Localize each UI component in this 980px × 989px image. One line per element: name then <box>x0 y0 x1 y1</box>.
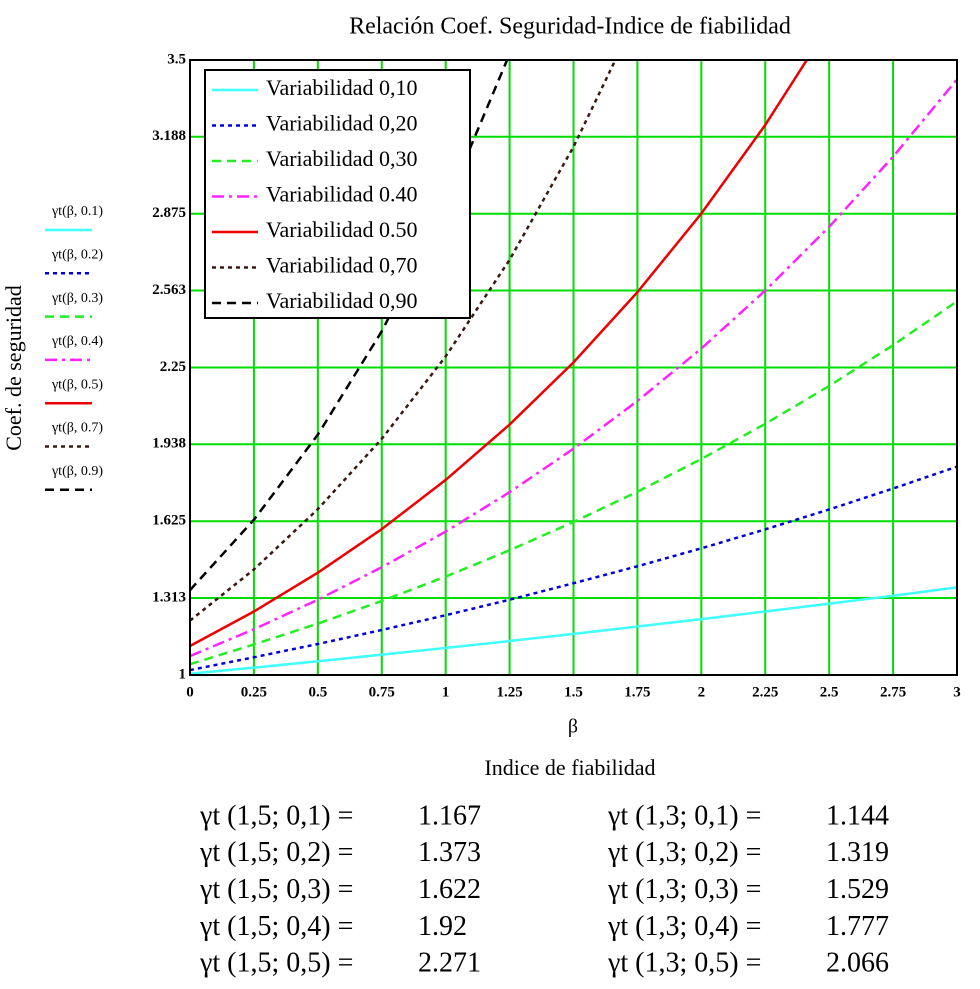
result-value: 1.777 <box>826 911 889 942</box>
x-axis-label: Indice de fiabilidad <box>484 755 655 780</box>
y-tick-label: 2.25 <box>160 359 186 375</box>
x-tick-label: 0 <box>186 684 194 700</box>
trace-label: γt(β, 0.9) <box>51 464 103 479</box>
result-value: 1.529 <box>826 874 889 905</box>
y-tick-label: 1.625 <box>152 513 186 529</box>
result-label: γt (1,5; 0,3) = <box>199 874 353 905</box>
result-label: γt (1,5; 0,5) = <box>199 948 353 979</box>
x-tick-label: 0.25 <box>241 684 267 700</box>
result-value: 1.319 <box>826 837 889 868</box>
x-tick-label: 0.75 <box>369 684 395 700</box>
series-line <box>190 60 509 591</box>
result-value: 1.144 <box>826 800 889 831</box>
y-tick-label: 1 <box>179 666 187 682</box>
trace-labels: γt(β, 0.1) γt(β, 0.2) γt(β, 0.3) γt(β, 0.4)… <box>45 204 103 492</box>
trace-label: γt(β, 0.4) <box>51 334 103 349</box>
x-tick-label: 0.5 <box>308 684 327 700</box>
result-label: γt (1,3; 0,3) = <box>607 874 761 905</box>
result-value: 1.622 <box>418 874 481 905</box>
series-line <box>190 300 957 666</box>
legend-label: Variabilidad 0.50 <box>266 217 418 242</box>
result-label: γt (1,5; 0,2) = <box>199 837 353 868</box>
x-tick-label: 2 <box>698 684 706 700</box>
result-value: 2.271 <box>418 948 481 979</box>
legend-label: Variabilidad 0,30 <box>266 146 418 171</box>
y-axis-label: Coef. de seguridad <box>1 285 26 451</box>
result-label: γt (1,5; 0,1) = <box>199 800 353 831</box>
x-axis-symbol: β <box>568 716 578 738</box>
series-line <box>190 60 809 648</box>
legend: Variabilidad 0,10 Variabilidad 0,20 Variab… <box>204 69 471 319</box>
trace-label: γt(β, 0.7) <box>51 421 103 436</box>
legend-label: Variabilidad 0,70 <box>266 253 418 278</box>
y-tick-label: 1.313 <box>152 589 186 605</box>
legend-label: Variabilidad 0,10 <box>266 75 418 100</box>
result-value: 2.066 <box>826 948 889 979</box>
chart-title: Relación Coef. Seguridad-Indice de fiabi… <box>349 14 791 40</box>
legend-box <box>204 69 471 319</box>
series-line <box>190 78 957 658</box>
y-tick-label: 2.875 <box>152 205 186 221</box>
y-tick-label: 2.563 <box>152 282 186 298</box>
y-tick-label: 3.188 <box>152 128 186 144</box>
x-tick-label: 1 <box>442 684 450 700</box>
trace-label: γt(β, 0.2) <box>51 248 103 263</box>
result-value: 1.373 <box>418 837 481 868</box>
result-label: γt (1,3; 0,2) = <box>607 837 761 868</box>
x-tick-label: 2.5 <box>820 684 839 700</box>
x-tick-label: 2.75 <box>880 684 906 700</box>
result-label: γt (1,3; 0,1) = <box>607 800 761 831</box>
result-label: γt (1,3; 0,4) = <box>607 911 761 942</box>
series-line <box>190 60 617 622</box>
plot-frame <box>189 59 958 676</box>
plot-lines <box>190 60 957 675</box>
result-label: γt (1,5; 0,4) = <box>199 911 353 942</box>
legend-label: Variabilidad 0,20 <box>266 111 418 136</box>
result-label: γt (1,3; 0,5) = <box>607 948 761 979</box>
legend-label: Variabilidad 0,90 <box>266 288 418 313</box>
trace-label: γt(β, 0.1) <box>51 204 103 219</box>
x-tick-label: 1.5 <box>564 684 583 700</box>
y-tick-label: 3.5 <box>167 51 186 67</box>
series-line <box>190 586 957 675</box>
x-tick-label: 1.75 <box>624 684 650 700</box>
legend-label: Variabilidad 0.40 <box>266 182 418 207</box>
result-value: 1.167 <box>418 800 481 831</box>
results: γt (1,5; 0,1) = 1.167 γt (1,5; 0,2) = 1.373… <box>199 800 889 978</box>
series-line <box>190 465 957 672</box>
trace-label: γt(β, 0.5) <box>51 377 103 392</box>
trace-label: γt(β, 0.3) <box>51 291 103 306</box>
x-tick-label: 1.25 <box>496 684 522 700</box>
x-tick-label: 2.25 <box>752 684 778 700</box>
x-tick-label: 3 <box>953 684 961 700</box>
y-tick-label: 1.938 <box>152 436 186 452</box>
result-value: 1.92 <box>418 911 467 942</box>
